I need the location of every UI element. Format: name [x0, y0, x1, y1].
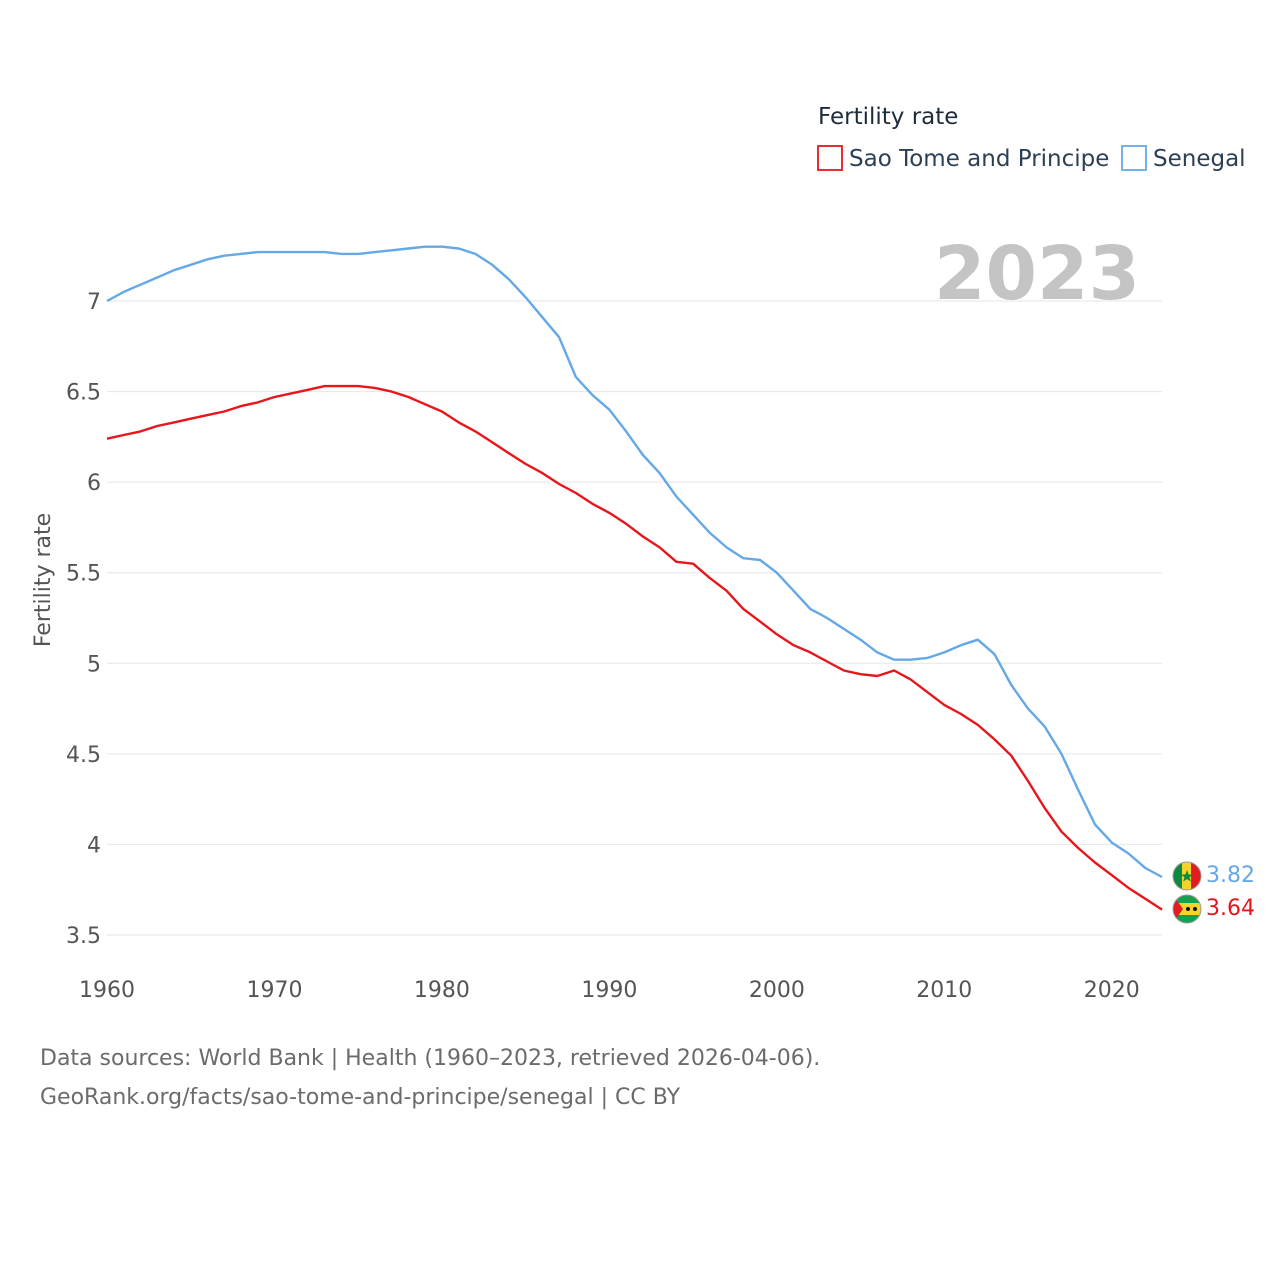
year-label: 2023	[934, 231, 1140, 317]
x-tick-label: 2020	[1084, 978, 1140, 1003]
legend-title: Fertility rate	[818, 104, 958, 130]
gridlines	[107, 300, 1162, 936]
legend-label-senegal[interactable]: Senegal	[1153, 146, 1246, 172]
y-tick-label: 7	[87, 290, 101, 315]
y-tick-label: 6	[87, 471, 101, 496]
end-label-sao-tome: 3.64	[1206, 896, 1255, 921]
y-tick-label: 5.5	[66, 562, 101, 587]
y-tick-label: 6.5	[66, 381, 101, 406]
x-tick-label: 1990	[581, 978, 637, 1003]
series-line-sao-tome-and-principe[interactable]	[106, 384, 1163, 911]
legend: Fertility rate Sao Tome and Principe Sen…	[817, 104, 1246, 172]
y-axis-ticks: 3.5 4 4.5 5 5.5 6 6.5 7	[66, 290, 101, 949]
senegal-flag-icon	[1173, 862, 1201, 890]
legend-swatch-sao-tome[interactable]	[817, 145, 843, 171]
y-tick-label: 4	[87, 833, 101, 858]
senegal-flag-ring	[1172, 861, 1202, 891]
x-tick-label: 2000	[749, 978, 805, 1003]
footer-link[interactable]: GeoRank.org/facts/sao-tome-and-principe/…	[40, 1085, 681, 1110]
x-tick-label: 1970	[246, 978, 302, 1003]
series-line-senegal[interactable]	[106, 245, 1163, 879]
x-tick-label: 1960	[79, 978, 135, 1003]
x-tick-label: 2010	[916, 978, 972, 1003]
sao-tome-flag-icon	[1173, 895, 1201, 923]
x-axis-ticks: 1960 1970 1980 1990 2000 2010 2020	[79, 978, 1140, 1003]
y-axis-title: Fertility rate	[31, 513, 56, 647]
y-tick-label: 5	[87, 652, 101, 677]
series-lines	[106, 245, 1163, 911]
y-tick-label: 4.5	[66, 743, 101, 768]
x-tick-label: 1980	[414, 978, 470, 1003]
y-tick-label: 3.5	[66, 924, 101, 949]
sao-tome-flag-ring	[1172, 894, 1202, 924]
footer-sources: Data sources: World Bank | Health (1960–…	[40, 1046, 821, 1071]
legend-label-sao-tome[interactable]: Sao Tome and Principe	[849, 146, 1109, 172]
legend-swatch-senegal[interactable]	[1121, 145, 1147, 171]
end-label-senegal: 3.82	[1206, 863, 1255, 888]
